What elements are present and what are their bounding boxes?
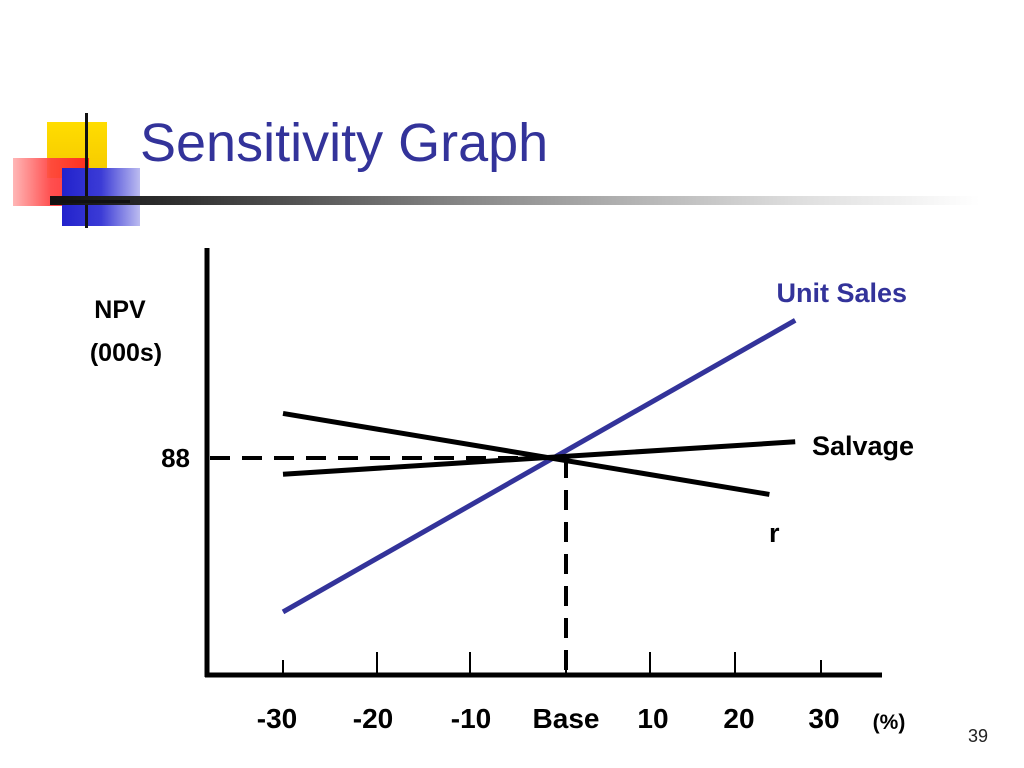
slide-page-number: 39 — [968, 726, 989, 746]
x-tick-label: -10 — [451, 703, 491, 734]
x-tick-label: Base — [533, 703, 600, 734]
title-underline-rule — [50, 196, 980, 205]
x-tick-label: 10 — [637, 703, 668, 734]
series-line-r — [282, 410, 770, 497]
base-npv-value-label: 88 — [161, 443, 190, 473]
x-tick-label: 20 — [723, 703, 754, 734]
x-tick-label: 30 — [808, 703, 839, 734]
series-label-r: r — [769, 518, 780, 548]
title-decoration-horizontal-line — [50, 200, 130, 203]
slide-title: Sensitivity Graph — [140, 113, 549, 173]
x-axis-unit-label: (%) — [873, 711, 906, 734]
x-tick-label: -30 — [257, 703, 297, 734]
series-label-unit-sales: Unit Sales — [776, 278, 907, 308]
series-lines — [281, 318, 797, 615]
x-tick-label: -20 — [353, 703, 393, 734]
y-axis-label-line1: NPV — [94, 296, 146, 324]
series-label-salvage: Salvage — [812, 431, 914, 461]
x-axis-tick-labels: -30 -20 -10 Base 10 20 30 — [257, 703, 840, 734]
y-axis-label-line2: (000s) — [90, 339, 162, 367]
title-decoration-vertical-line — [85, 113, 88, 228]
x-axis-ticks — [282, 652, 822, 674]
series-line-unit-sales — [281, 318, 797, 615]
